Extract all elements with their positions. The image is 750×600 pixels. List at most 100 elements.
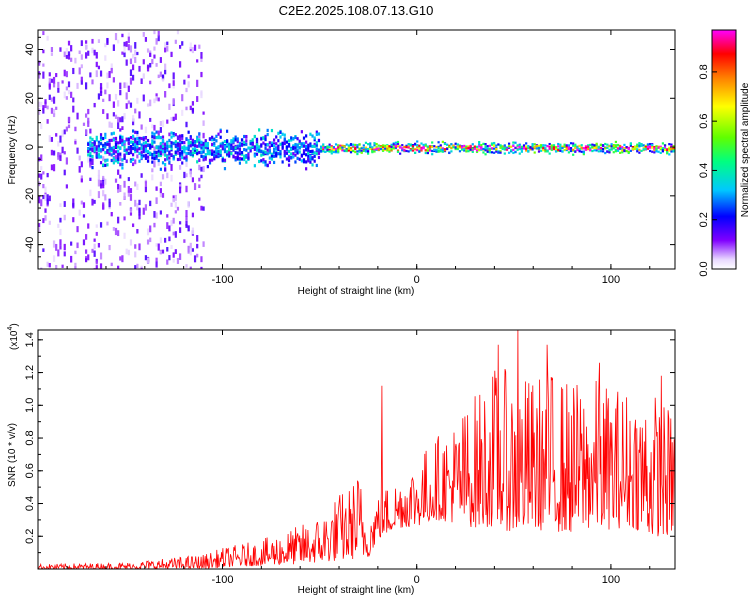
spectrogram-cell bbox=[653, 149, 656, 152]
spectrogram-cell bbox=[668, 147, 671, 151]
spectrogram-cell bbox=[123, 113, 126, 120]
spectrogram-cell bbox=[157, 149, 160, 153]
spectrogram-cell bbox=[198, 164, 201, 171]
spectrogram-cell bbox=[42, 218, 45, 224]
spectrogram-cell bbox=[185, 162, 188, 168]
spectrogram-cell bbox=[149, 146, 152, 150]
spectrogram-cell bbox=[296, 137, 299, 141]
spectrogram-cell bbox=[159, 150, 162, 155]
spectrogram-cell bbox=[166, 259, 169, 265]
spectrogram-cell bbox=[243, 134, 246, 139]
spectrogram-cell bbox=[146, 48, 150, 53]
colorbar-frame bbox=[711, 29, 737, 270]
spectrogram-cell bbox=[191, 47, 195, 54]
spectrogram-cell bbox=[168, 150, 171, 154]
spectrogram-cell bbox=[514, 141, 517, 144]
spectrogram-cell bbox=[315, 163, 318, 168]
spectrogram-cell bbox=[366, 147, 370, 151]
spectrogram-cell bbox=[82, 239, 86, 246]
spectrogram-cell bbox=[381, 144, 385, 147]
spectrogram-cell bbox=[144, 146, 148, 151]
spectrogram-cell bbox=[614, 145, 617, 149]
spectrogram-cell bbox=[206, 149, 209, 153]
spectrogram-cell bbox=[119, 89, 122, 96]
spectrogram-cell bbox=[597, 147, 600, 150]
spectrogram-cell bbox=[305, 148, 308, 152]
spectrogram-cell bbox=[97, 148, 101, 152]
spectrogram-cell bbox=[40, 173, 43, 180]
spectrogram-cell bbox=[144, 144, 148, 148]
spectrogram-cell bbox=[290, 136, 293, 140]
spectrogram-cell bbox=[595, 147, 598, 150]
spectrogram-cell bbox=[153, 222, 156, 228]
spectrogram-cell bbox=[475, 147, 479, 150]
spectrogram-cell bbox=[198, 138, 201, 142]
spectrogram-cell bbox=[114, 154, 118, 160]
spectrogram-cell bbox=[262, 141, 265, 145]
spectrogram-cell bbox=[198, 184, 201, 189]
spectrogram-cell bbox=[129, 58, 133, 65]
spectrogram-cell bbox=[505, 146, 509, 149]
spectrogram-cell bbox=[61, 264, 64, 268]
spectrogram-cell bbox=[161, 174, 165, 180]
spectrogram-cell bbox=[48, 262, 51, 268]
spectrogram-cell bbox=[232, 148, 235, 152]
spectrogram-cell bbox=[65, 184, 68, 189]
spectrogram-cell bbox=[638, 148, 641, 151]
spectrogram-cell bbox=[495, 150, 498, 153]
spectrogram-cell bbox=[369, 147, 372, 150]
spectrogram-frame bbox=[37, 29, 676, 270]
spectrogram-cell bbox=[480, 145, 483, 148]
spectrogram-cell bbox=[206, 144, 209, 148]
spectrogram-cell bbox=[478, 143, 481, 146]
spectrogram-cell bbox=[264, 143, 267, 147]
spectrogram-cell bbox=[200, 146, 203, 150]
snr-y-tick-label: 1.4 bbox=[24, 332, 36, 347]
spectrogram-cell bbox=[296, 151, 299, 155]
spectrogram-cell bbox=[155, 261, 158, 268]
spectrogram-cell bbox=[140, 267, 143, 269]
spectrogram-cell bbox=[245, 135, 248, 139]
spectrogram-cell bbox=[305, 167, 308, 171]
spectrogram-cell bbox=[258, 145, 261, 149]
spectrogram-cell bbox=[76, 147, 79, 154]
spectrogram-cell bbox=[146, 103, 150, 107]
spectrogram-cell bbox=[569, 149, 573, 152]
spectrogram-cell bbox=[253, 147, 256, 151]
spectrogram-cell bbox=[57, 223, 60, 228]
spectrogram-cell bbox=[131, 223, 135, 228]
spectrogram-cell bbox=[599, 150, 603, 153]
spectrogram-cell bbox=[172, 252, 175, 258]
spectrogram-cell bbox=[125, 59, 128, 66]
spectrogram-cell bbox=[431, 149, 434, 153]
spectrogram-cell bbox=[149, 80, 152, 85]
spectrogram-cell bbox=[358, 147, 361, 150]
spectrogram-cell bbox=[134, 147, 137, 151]
spectrogram-cell bbox=[178, 153, 182, 157]
spectrogram-cell bbox=[112, 145, 115, 150]
spectrogram-cell bbox=[593, 149, 596, 152]
spectrogram-cell bbox=[302, 151, 306, 156]
snr-frame bbox=[37, 329, 676, 570]
spectrogram-cell bbox=[185, 137, 188, 141]
spectrogram-cell bbox=[95, 265, 98, 269]
spectrogram-cell bbox=[80, 76, 83, 82]
spectrogram-cell bbox=[305, 144, 308, 149]
spectrogram-cell bbox=[648, 149, 652, 153]
spectrogram-cell bbox=[40, 199, 43, 207]
spectrogram-cell bbox=[245, 155, 248, 159]
spectrogram-cell bbox=[95, 231, 98, 236]
spectrogram-cell bbox=[117, 157, 120, 161]
spectrogram-cell bbox=[475, 150, 479, 154]
spectrogram-cell bbox=[134, 149, 137, 154]
spectrogram-cell bbox=[661, 147, 664, 150]
spectrogram-cell bbox=[666, 148, 669, 151]
spectrogram-cell bbox=[200, 140, 203, 144]
spectrogram-cell bbox=[386, 149, 389, 152]
spectrogram-cell bbox=[313, 138, 316, 142]
spectrogram-cell bbox=[153, 132, 156, 136]
spectrogram-cell bbox=[217, 149, 220, 153]
spectrogram-cell bbox=[450, 146, 453, 149]
spectrogram-cell bbox=[112, 112, 115, 117]
spectrogram-cell bbox=[411, 145, 415, 148]
